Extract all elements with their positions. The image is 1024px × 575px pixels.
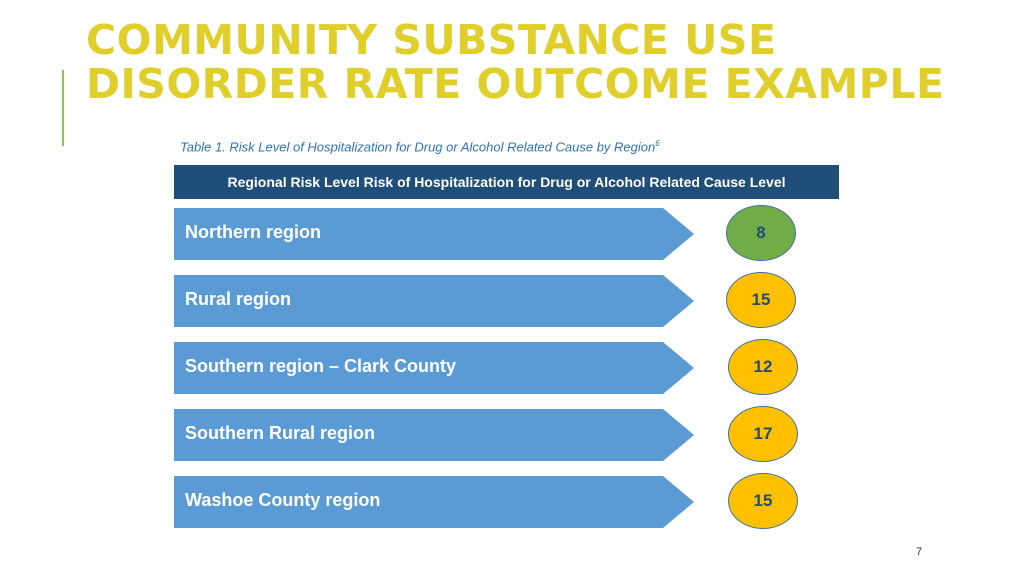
risk-level-badge: 12	[728, 339, 798, 395]
region-row-southern-rural: Southern Rural region 17	[174, 406, 804, 462]
region-label: Southern Rural region	[185, 422, 376, 443]
region-arrow	[174, 342, 694, 394]
region-row-washoe: Washoe County region 15	[174, 473, 804, 529]
region-label: Rural region	[185, 288, 292, 309]
table-header: Regional Risk Level Risk of Hospitalizat…	[174, 165, 839, 199]
slide-title: COMMUNITY SUBSTANCE USE DISORDER RATE OU…	[86, 18, 986, 106]
region-arrow	[174, 208, 694, 260]
risk-level-badge: 17	[728, 406, 798, 462]
risk-level-badge: 8	[726, 205, 796, 261]
region-arrow	[174, 275, 694, 327]
accent-line	[62, 70, 64, 146]
region-row-northern: Northern region 8	[174, 205, 804, 261]
slide-title-line-1: COMMUNITY SUBSTANCE USE	[86, 16, 777, 64]
page-number: 7	[916, 546, 923, 558]
region-row-southern-clark: Southern region – Clark County 12	[174, 339, 804, 395]
region-arrow	[174, 476, 694, 528]
table-caption: Table 1. Risk Level of Hospitalization f…	[180, 139, 660, 154]
risk-level-badge: 15	[726, 272, 796, 328]
region-label: Northern region	[185, 221, 322, 242]
table-header-text: Regional Risk Level Risk of Hospitalizat…	[227, 174, 786, 190]
region-label: Washoe County region	[185, 489, 381, 510]
slide-title-line-2: DISORDER RATE OUTCOME EXAMPLE	[86, 60, 945, 108]
table-caption-footnote: 6	[655, 139, 660, 148]
region-arrow	[174, 409, 694, 461]
risk-level-badge: 15	[728, 473, 798, 529]
region-row-rural: Rural region 15	[174, 272, 804, 328]
table-caption-text: Table 1. Risk Level of Hospitalization f…	[180, 139, 656, 155]
region-label: Southern region – Clark County	[185, 355, 457, 376]
